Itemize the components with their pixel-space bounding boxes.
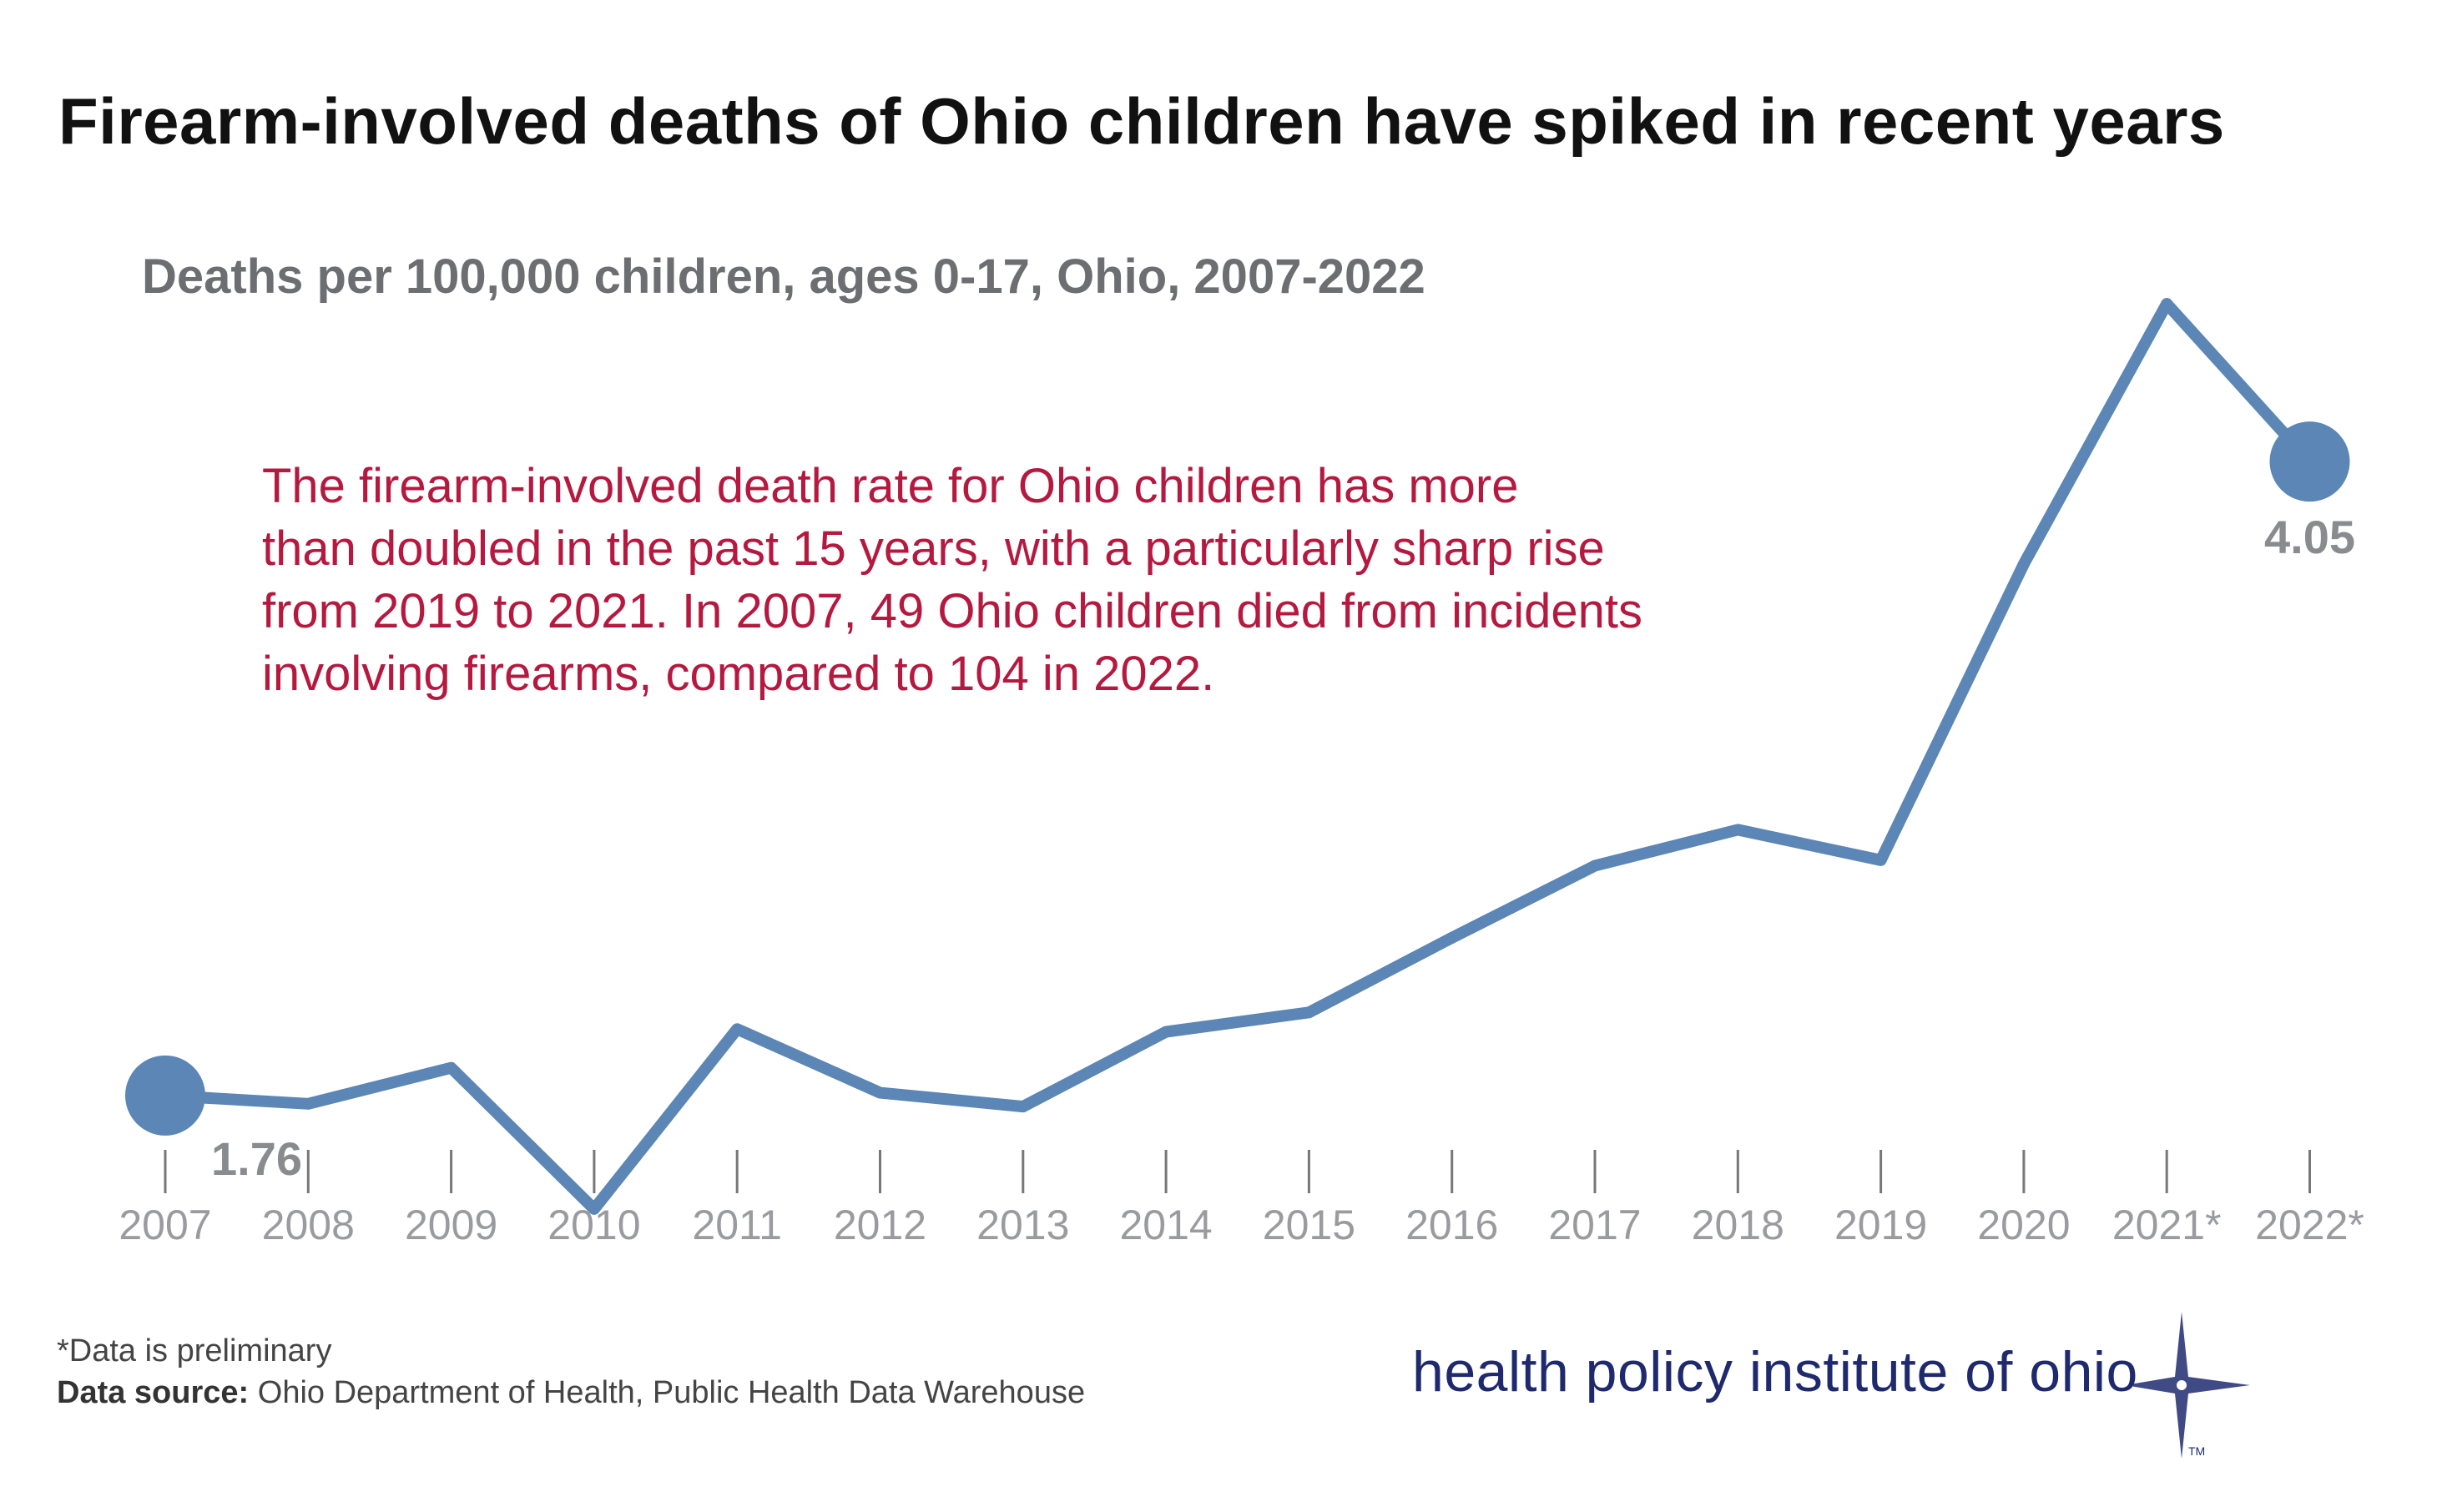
data-source: Data source: Ohio Department of Health, … bbox=[57, 1375, 1085, 1411]
x-tick-label: 2009 bbox=[405, 1202, 497, 1248]
x-tick-label: 2012 bbox=[834, 1202, 926, 1248]
end-point-marker bbox=[2269, 421, 2350, 502]
x-tick-label: 2011 bbox=[692, 1202, 782, 1248]
preliminary-note: *Data is preliminary bbox=[57, 1333, 332, 1368]
x-tick-label: 2013 bbox=[976, 1202, 1069, 1248]
data-source-label: Data source: bbox=[57, 1375, 250, 1410]
start-value-label: 1.76 bbox=[211, 1132, 302, 1185]
x-tick-label: 2014 bbox=[1119, 1202, 1212, 1248]
data-source-text: Ohio Department of Health, Public Health… bbox=[249, 1375, 1086, 1410]
x-tick-label: 2007 bbox=[119, 1202, 211, 1248]
compass-star-icon: TM bbox=[2133, 1312, 2250, 1459]
end-value-label: 4.05 bbox=[2264, 511, 2355, 563]
x-tick-label: 2022* bbox=[2255, 1202, 2364, 1248]
start-point-marker bbox=[125, 1055, 205, 1136]
x-tick-label: 2015 bbox=[1263, 1202, 1355, 1248]
chart-annotation: The firearm-involved death rate for Ohio… bbox=[262, 459, 1643, 701]
hpio-logo-text: health policy institute of ohio bbox=[1412, 1340, 2138, 1404]
x-tick-label: 2017 bbox=[1548, 1202, 1641, 1248]
x-tick-label: 2016 bbox=[1405, 1202, 1498, 1248]
trademark-mark: TM bbox=[2188, 1444, 2205, 1458]
x-tick-label: 2008 bbox=[262, 1202, 355, 1248]
x-tick-label: 2019 bbox=[1834, 1202, 1927, 1248]
series-line bbox=[159, 298, 2316, 1215]
chart-title: Firearm-involved deaths of Ohio children… bbox=[58, 84, 2225, 158]
x-tick-label: 2021* bbox=[2112, 1202, 2222, 1248]
x-tick-label: 2020 bbox=[1977, 1202, 2070, 1248]
x-tick-label: 2018 bbox=[1692, 1202, 1784, 1248]
chart-subtitle: Deaths per 100,000 children, ages 0-17, … bbox=[142, 249, 1425, 304]
